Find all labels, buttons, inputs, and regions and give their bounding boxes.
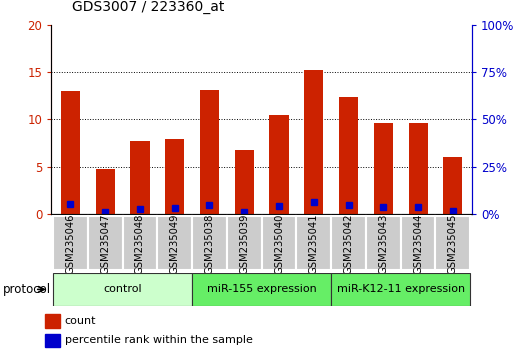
FancyBboxPatch shape xyxy=(331,217,366,270)
Text: GSM235047: GSM235047 xyxy=(100,213,110,274)
FancyBboxPatch shape xyxy=(53,273,192,306)
Text: GSM235044: GSM235044 xyxy=(413,213,423,274)
Bar xyxy=(304,70,323,214)
Text: GDS3007 / 223360_at: GDS3007 / 223360_at xyxy=(72,0,224,14)
FancyBboxPatch shape xyxy=(331,273,470,306)
Text: GSM235045: GSM235045 xyxy=(448,213,458,274)
Text: GSM235048: GSM235048 xyxy=(135,213,145,274)
FancyBboxPatch shape xyxy=(262,217,297,270)
Text: miR-155 expression: miR-155 expression xyxy=(207,284,317,295)
Bar xyxy=(61,91,80,214)
Text: GSM235041: GSM235041 xyxy=(309,213,319,274)
FancyBboxPatch shape xyxy=(53,217,88,270)
Bar xyxy=(234,150,254,214)
FancyBboxPatch shape xyxy=(227,217,262,270)
Text: GSM235043: GSM235043 xyxy=(378,213,388,274)
FancyBboxPatch shape xyxy=(123,217,157,270)
Bar xyxy=(165,139,184,214)
FancyBboxPatch shape xyxy=(157,217,192,270)
Text: protocol: protocol xyxy=(3,283,51,296)
Text: GSM235039: GSM235039 xyxy=(239,213,249,274)
FancyBboxPatch shape xyxy=(88,217,123,270)
FancyBboxPatch shape xyxy=(401,217,436,270)
FancyBboxPatch shape xyxy=(436,217,470,270)
Text: miR-K12-11 expression: miR-K12-11 expression xyxy=(337,284,465,295)
Bar xyxy=(408,123,428,214)
Bar xyxy=(130,141,149,214)
FancyBboxPatch shape xyxy=(192,217,227,270)
FancyBboxPatch shape xyxy=(192,273,331,306)
Text: count: count xyxy=(65,316,96,326)
Bar xyxy=(45,334,61,347)
Text: control: control xyxy=(103,284,142,295)
Bar xyxy=(200,90,219,214)
Text: GSM235046: GSM235046 xyxy=(66,213,75,274)
Bar xyxy=(443,157,462,214)
Text: percentile rank within the sample: percentile rank within the sample xyxy=(65,335,252,346)
Bar xyxy=(374,123,393,214)
FancyBboxPatch shape xyxy=(366,217,401,270)
Bar xyxy=(95,169,115,214)
Text: GSM235042: GSM235042 xyxy=(344,213,353,274)
Text: GSM235038: GSM235038 xyxy=(205,213,214,274)
Bar xyxy=(45,314,61,328)
Bar xyxy=(339,97,358,214)
Text: GSM235049: GSM235049 xyxy=(170,213,180,274)
Bar xyxy=(269,115,289,214)
FancyBboxPatch shape xyxy=(297,217,331,270)
Text: GSM235040: GSM235040 xyxy=(274,213,284,274)
